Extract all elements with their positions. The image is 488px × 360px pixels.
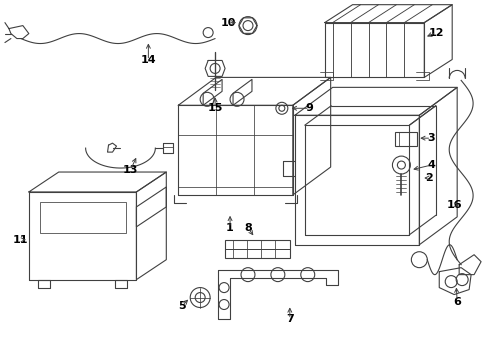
Bar	[40, 202, 125, 233]
Text: 7: 7	[285, 314, 293, 324]
Text: 3: 3	[427, 133, 434, 143]
Text: 8: 8	[244, 223, 251, 233]
Text: 14: 14	[140, 55, 156, 66]
Text: 10: 10	[220, 18, 235, 28]
Text: 11: 11	[13, 235, 29, 245]
Text: 9: 9	[305, 103, 313, 113]
Text: 2: 2	[425, 173, 432, 183]
Text: 12: 12	[427, 28, 443, 37]
Bar	[395, 132, 416, 146]
Bar	[224, 240, 289, 258]
Text: 13: 13	[122, 165, 138, 175]
Text: 1: 1	[226, 223, 233, 233]
Text: 5: 5	[178, 301, 185, 311]
Text: 16: 16	[446, 200, 461, 210]
Text: 6: 6	[452, 297, 460, 306]
Text: 4: 4	[427, 160, 434, 170]
Text: 15: 15	[207, 103, 223, 113]
